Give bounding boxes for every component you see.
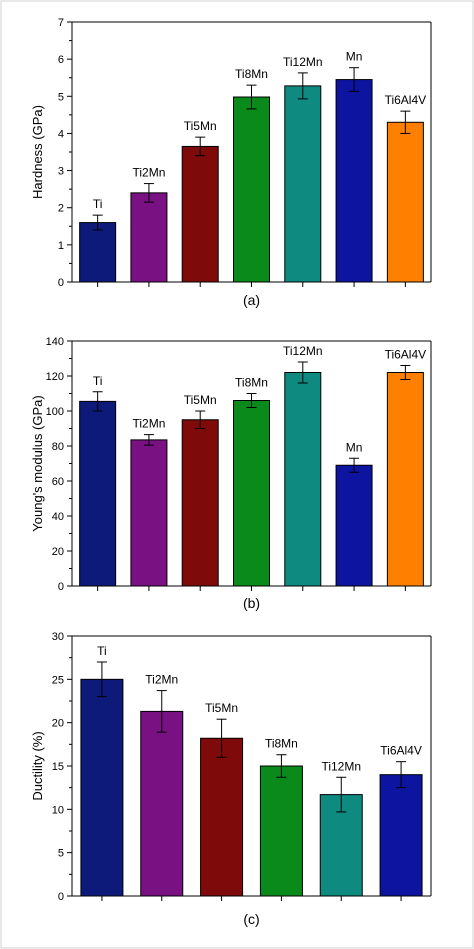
bar-label-ti5mn: Ti5Mn	[205, 701, 238, 715]
y-tick-label: 0	[58, 891, 64, 903]
bar-label-ti8mn: Ti8Mn	[265, 737, 298, 751]
bar-label-ti8mn: Ti8Mn	[235, 67, 268, 81]
bar-label-mn: Mn	[346, 440, 363, 454]
bar-label-ti: Ti	[97, 644, 107, 658]
y-tick-label: 3	[58, 166, 64, 178]
bar-ti12mn	[284, 85, 322, 283]
y-tick-label: 25	[52, 674, 64, 686]
bar-ti2mn	[130, 439, 168, 587]
bar-label-ti5mn: Ti5Mn	[184, 393, 217, 407]
bar-label-ti6al4v: Ti6Al4V	[385, 93, 427, 107]
bar-label-ti: Ti	[93, 197, 103, 211]
y-axis-title: Hardness (GPa)	[30, 105, 45, 199]
bar-ti6al4v	[386, 121, 424, 283]
bar-ti	[80, 678, 124, 897]
bar-label-ti2mn: Ti2Mn	[132, 166, 165, 180]
panel-label: (b)	[243, 595, 260, 611]
bar-label-ti: Ti	[93, 374, 103, 388]
y-axis-title: Young's modulus (GPa)	[30, 395, 45, 531]
y-tick-label: 80	[52, 441, 64, 453]
y-tick-label: 7	[58, 17, 64, 29]
bar-ti5mn	[181, 145, 219, 283]
y-tick-label: 20	[52, 718, 64, 730]
y-tick-label: 40	[52, 511, 64, 523]
bar-label-ti2mn: Ti2Mn	[132, 417, 165, 431]
y-tick-label: 140	[46, 336, 64, 348]
bar-ti2mn	[140, 710, 184, 897]
bar-label-mn: Mn	[346, 50, 363, 64]
bar-ti8mn	[233, 400, 270, 587]
y-tick-label: 2	[58, 203, 64, 215]
y-tick-label: 0	[58, 277, 64, 289]
y-tick-label: 15	[52, 761, 64, 773]
panel-label: (a)	[243, 292, 260, 308]
y-tick-label: 5	[58, 848, 64, 860]
bar-label-ti2mn: Ti2Mn	[145, 673, 178, 687]
panel-a: Ti Ti2Mn Ti5Mn Ti8Mn Ti12Mn Mn Ti6Al4V 0 1 2 3 4 5 6 7…	[30, 17, 432, 308]
bar-mn	[335, 79, 373, 283]
bar-ti5mn	[181, 419, 219, 587]
y-tick-label: 10	[52, 804, 64, 816]
bar-label-ti12mn: Ti12Mn	[321, 759, 361, 773]
y-tick-label: 20	[52, 546, 64, 558]
panel-label: (c)	[243, 911, 259, 927]
bar-ti6al4v	[386, 372, 424, 587]
bar-ti8mn	[233, 96, 270, 283]
y-tick-label: 6	[58, 54, 64, 66]
y-tick-label: 100	[46, 406, 64, 418]
bar-ti8mn	[259, 765, 303, 897]
bar-ti6al4v	[379, 774, 423, 897]
bar-label-ti12mn: Ti12Mn	[283, 344, 323, 358]
bar-ti5mn	[200, 737, 244, 897]
bar-label-ti8mn: Ti8Mn	[235, 376, 268, 390]
bar-ti2mn	[130, 192, 168, 283]
y-tick-label: 5	[58, 91, 64, 103]
bar-ti12mn	[284, 372, 322, 587]
y-tick-label: 120	[46, 371, 64, 383]
y-tick-label: 60	[52, 476, 64, 488]
bar-ti	[79, 222, 117, 283]
y-tick-label: 1	[58, 240, 64, 252]
bar-mn	[335, 464, 373, 587]
y-axis-title: Ductility (%)	[30, 731, 45, 800]
panel-b: Ti Ti2Mn Ti5Mn Ti8Mn Ti12Mn Mn Ti6Al4V 0 20 40 60 8…	[30, 336, 432, 611]
y-tick-label: 4	[58, 128, 64, 140]
bar-label-ti6al4v: Ti6Al4V	[380, 744, 422, 758]
bar-label-ti6al4v: Ti6Al4V	[385, 348, 427, 362]
y-tick-label: 0	[58, 581, 64, 593]
bar-label-ti12mn: Ti12Mn	[283, 55, 323, 69]
y-tick-label: 30	[52, 631, 64, 643]
bar-ti	[79, 400, 117, 587]
panel-c: Ti Ti2Mn Ti5Mn Ti8Mn Ti12Mn Ti6Al4V 0 5 10 15 20 25…	[30, 631, 432, 927]
bar-label-ti5mn: Ti5Mn	[184, 119, 217, 133]
